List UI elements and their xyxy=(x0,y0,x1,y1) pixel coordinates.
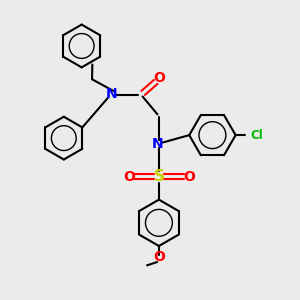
Text: O: O xyxy=(153,250,165,264)
Text: O: O xyxy=(183,170,195,184)
Text: O: O xyxy=(123,170,135,184)
Text: N: N xyxy=(152,137,163,151)
Text: N: N xyxy=(106,86,117,100)
Text: O: O xyxy=(153,71,165,85)
Text: S: S xyxy=(153,169,164,184)
Text: Cl: Cl xyxy=(250,129,263,142)
